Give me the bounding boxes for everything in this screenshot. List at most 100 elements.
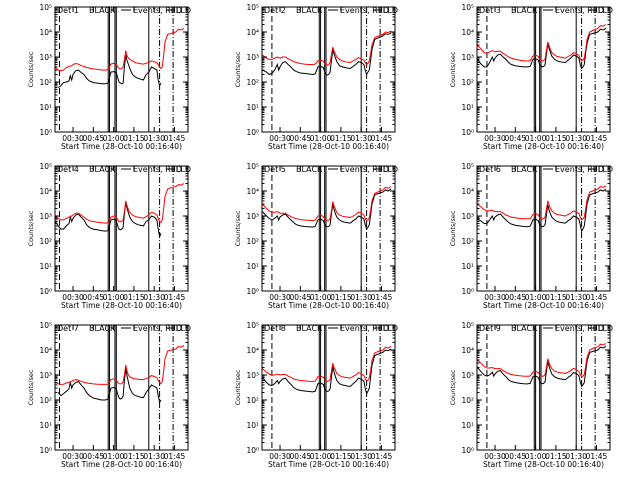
series-black-line bbox=[477, 27, 607, 70]
y-tick-label: 10⁵ bbox=[461, 321, 474, 330]
series-red-line bbox=[55, 345, 185, 385]
x-tick-label: 01:00 bbox=[310, 293, 332, 302]
panel-6: 10⁰10¹10²10³10⁴10⁵00:3000:4501:0001:1501… bbox=[449, 162, 613, 310]
y-tick-label: 10¹ bbox=[461, 103, 474, 112]
y-tick-label: 10¹ bbox=[461, 421, 474, 430]
panel-4: 10⁰10¹10²10³10⁴10⁵00:3000:4501:0001:1501… bbox=[27, 162, 191, 310]
x-tick-label: 00:45 bbox=[83, 452, 105, 461]
panel-title: Det 8 bbox=[264, 324, 286, 333]
y-tick-label: 10³ bbox=[461, 53, 474, 62]
x-tick-label: 01:30 bbox=[350, 452, 372, 461]
y-tick-label: 10³ bbox=[246, 53, 259, 62]
panel-9: 10⁰10¹10²10³10⁴10⁵00:3000:4501:0001:1501… bbox=[449, 321, 613, 469]
x-tick-label: 01:45 bbox=[371, 134, 393, 143]
y-tick-label: 10⁴ bbox=[246, 28, 259, 37]
x-tick-label: 01:15 bbox=[123, 293, 145, 302]
x-tick-label: 01:30 bbox=[565, 452, 587, 461]
x-tick-label: 00:30 bbox=[62, 293, 84, 302]
y-tick-label: 10² bbox=[461, 396, 474, 405]
x-tick-label: 01:00 bbox=[310, 452, 332, 461]
y-tick-label: 10⁴ bbox=[39, 187, 52, 196]
series-red-line bbox=[477, 343, 607, 378]
x-tick-label: 00:30 bbox=[269, 134, 291, 143]
x-tick-label: 01:00 bbox=[103, 452, 125, 461]
y-tick-label: 10⁵ bbox=[461, 162, 474, 171]
y-tick-label: 10³ bbox=[461, 371, 474, 380]
x-tick-label: 01:45 bbox=[164, 134, 186, 143]
panel-title: Det 7 bbox=[57, 324, 79, 333]
legend-red-label: LLD bbox=[598, 165, 613, 174]
x-tick-label: 00:30 bbox=[484, 293, 506, 302]
x-tick-label: 01:30 bbox=[143, 134, 165, 143]
series-black-line bbox=[477, 188, 607, 233]
panel-1: 10⁰10¹10²10³10⁴10⁵00:3000:4501:0001:1501… bbox=[27, 3, 191, 151]
y-tick-label: 10⁵ bbox=[39, 162, 52, 171]
y-tick-label: 10² bbox=[246, 396, 259, 405]
x-axis-label: Start Time (28-Oct-10 00:16:40) bbox=[268, 142, 389, 151]
x-tick-label: 00:45 bbox=[505, 293, 527, 302]
y-tick-label: 10² bbox=[461, 237, 474, 246]
x-tick-label: 01:00 bbox=[310, 134, 332, 143]
panel-7: 10⁰10¹10²10³10⁴10⁵00:3000:4501:0001:1501… bbox=[27, 321, 191, 469]
plot-frame bbox=[476, 165, 611, 292]
y-tick-label: 10⁰ bbox=[39, 128, 52, 137]
x-axis-label: Start Time (28-Oct-10 00:16:40) bbox=[268, 460, 389, 469]
y-tick-label: 10⁴ bbox=[246, 346, 259, 355]
legend-red-label: LLD bbox=[383, 324, 398, 333]
series-black-line bbox=[54, 202, 162, 239]
x-tick-label: 01:00 bbox=[525, 293, 547, 302]
y-tick-label: 10¹ bbox=[246, 262, 259, 271]
y-axis-label: Counts/sec bbox=[449, 51, 457, 87]
x-tick-label: 00:30 bbox=[269, 293, 291, 302]
title-suffix: BLACK bbox=[296, 165, 323, 174]
y-tick-label: 10¹ bbox=[461, 262, 474, 271]
y-tick-label: 10³ bbox=[246, 371, 259, 380]
legend-black-label: Events, RED bbox=[555, 165, 604, 174]
legend-red-label: LLD bbox=[176, 165, 191, 174]
series-black-line bbox=[262, 348, 392, 395]
y-tick-label: 10⁴ bbox=[461, 346, 474, 355]
panel-title: Det 3 bbox=[479, 6, 501, 15]
y-tick-label: 10⁴ bbox=[461, 187, 474, 196]
title-suffix: BLACK bbox=[511, 324, 538, 333]
x-tick-label: 01:30 bbox=[143, 293, 165, 302]
y-tick-label: 10⁰ bbox=[461, 287, 474, 296]
y-tick-label: 10² bbox=[461, 78, 474, 87]
title-suffix: BLACK bbox=[89, 6, 116, 15]
title-suffix: BLACK bbox=[511, 6, 538, 15]
x-tick-label: 01:45 bbox=[371, 452, 393, 461]
panel-5: 10⁰10¹10²10³10⁴10⁵00:3000:4501:0001:1501… bbox=[234, 162, 398, 310]
panel-title: Det 6 bbox=[479, 165, 501, 174]
x-tick-label: 01:00 bbox=[525, 134, 547, 143]
x-axis-label: Start Time (28-Oct-10 00:16:40) bbox=[268, 301, 389, 310]
x-axis-label: Start Time (28-Oct-10 00:16:40) bbox=[61, 460, 182, 469]
title-suffix: BLACK bbox=[296, 324, 323, 333]
plot-frame bbox=[476, 324, 611, 451]
y-tick-label: 10¹ bbox=[39, 421, 52, 430]
panel-title: Det 4 bbox=[57, 165, 79, 174]
series-red-line bbox=[477, 24, 607, 62]
panel-title: Det 9 bbox=[479, 324, 501, 333]
y-tick-label: 10⁵ bbox=[39, 3, 52, 12]
panel-8: 10⁰10¹10²10³10⁴10⁵00:3000:4501:0001:1501… bbox=[234, 321, 398, 469]
legend-black-label: Events, RED bbox=[340, 165, 389, 174]
legend-red-label: LLD bbox=[383, 165, 398, 174]
plot-frame bbox=[261, 324, 396, 451]
y-tick-label: 10⁴ bbox=[461, 28, 474, 37]
series-red-line bbox=[477, 185, 607, 221]
x-axis-label: Start Time (28-Oct-10 00:16:40) bbox=[483, 460, 604, 469]
panel-2: 10⁰10¹10²10³10⁴10⁵00:3000:4501:0001:1501… bbox=[234, 3, 398, 151]
x-tick-label: 01:15 bbox=[545, 452, 567, 461]
series-red-line bbox=[262, 186, 392, 222]
y-tick-label: 10³ bbox=[246, 212, 259, 221]
y-axis-label: Counts/sec bbox=[449, 210, 457, 246]
x-tick-label: 01:15 bbox=[545, 134, 567, 143]
x-tick-label: 01:30 bbox=[350, 134, 372, 143]
y-tick-label: 10¹ bbox=[39, 103, 52, 112]
y-tick-label: 10⁴ bbox=[39, 28, 52, 37]
legend-black-label: Events, RED bbox=[133, 165, 182, 174]
series-red-line bbox=[55, 183, 185, 224]
x-tick-label: 00:45 bbox=[83, 293, 105, 302]
x-tick-label: 01:45 bbox=[371, 293, 393, 302]
